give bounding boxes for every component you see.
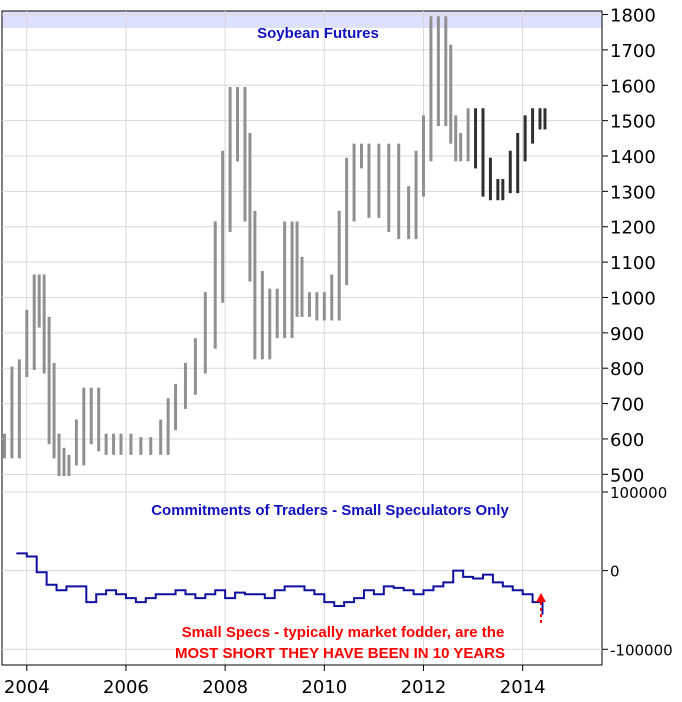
cot-point [283,585,286,588]
price-ytick-label: 1500 [610,112,656,133]
cot-point [125,597,127,599]
price-ytick-label: 1400 [610,147,656,168]
cot-point [392,587,395,589]
cot-point [363,589,365,592]
cot-point [145,597,147,599]
cot-point [343,601,345,603]
cot-point [442,581,445,584]
cot-ytick-label: 0 [610,563,620,581]
x-tick-label: 2010 [301,677,347,698]
cot-line [16,552,544,615]
cot-point [323,601,326,603]
cot-grid [2,491,602,665]
cot-point [184,593,187,596]
cot-point [472,577,474,580]
x-tick-label: 2008 [202,677,248,698]
cot-point [492,581,494,584]
price-ytick-label: 1100 [610,253,656,274]
x-tick-label: 2006 [103,677,149,698]
x-tick-label: 2014 [500,677,546,698]
cot-point [115,593,117,596]
cot-series-line [16,552,544,614]
cot-point [303,589,306,592]
price-panel-highlight-band [2,11,602,28]
cot-point [234,591,236,594]
price-ytick-label: 900 [610,324,644,345]
price-ytick-label: 500 [610,465,644,486]
cot-point [462,576,464,578]
cot-point [224,597,226,599]
cot-point [25,555,28,558]
annotation-line-1: Small Specs - typically market fodder, a… [182,624,505,641]
x-tick-label: 2012 [401,677,447,698]
price-grid [2,11,602,492]
cot-point [432,585,435,588]
cot-point [164,593,167,596]
cot-point [511,589,514,592]
cot-point [16,552,18,555]
cot-point [422,589,425,592]
cot-y-axis: 100000 0 -100000 [602,484,673,659]
price-ytick-label: 700 [610,395,644,416]
cot-point [135,601,137,603]
cot-point [105,589,107,592]
price-ytick-label: 800 [610,359,644,380]
x-axis: 2004 2006 2008 2010 2012 2014 [4,665,546,698]
cot-point [531,601,534,603]
cot-point [482,573,484,576]
cot-ytick-label: 100000 [610,484,667,502]
cot-point [174,589,177,592]
price-ytick-label: 1600 [610,76,656,97]
price-ytick-label: 1200 [610,218,656,239]
cot-point [273,589,276,592]
cot-point [333,605,336,607]
cot-point [313,593,316,596]
cot-point [521,593,524,596]
price-ytick-label: 1700 [610,41,656,62]
cot-point [154,593,157,596]
price-ytick-label: 600 [610,430,644,451]
cot-point [254,593,256,596]
price-ytick-label: 1800 [610,6,656,27]
cot-point [402,589,405,592]
cot-point [452,569,455,572]
cot-point [45,583,48,586]
x-tick-label: 2004 [4,677,50,698]
cot-point [214,589,217,592]
price-bars [2,16,547,477]
price-ytick-label: 1000 [610,288,656,309]
cot-point [353,597,355,599]
cot-point [541,613,544,615]
cot-point [194,597,197,599]
price-y-axis: 500 600 700 800 900 1000 1100 1200 1300 1400 1500 1… [602,6,656,486]
cot-point [373,593,375,596]
cot-point [65,585,68,588]
cot-point [412,593,415,596]
cot-point [55,589,58,592]
cot-point [85,601,88,603]
cot-point [264,597,266,599]
price-chart-title: Soybean Futures [257,25,379,42]
cot-point [293,585,296,588]
cot-point [95,593,98,596]
cot-point [204,593,207,596]
cot-point [502,585,504,588]
cot-chart-title: Commitments of Traders - Small Speculato… [151,502,509,519]
annotation-arrow-head [536,593,546,602]
cot-point [75,585,78,588]
cot-point [383,585,385,588]
cot-point [244,593,246,596]
cot-ytick-label: -100000 [610,641,673,659]
cot-point [35,571,38,574]
annotation-line-2: MOST SHORT THEY HAVE BEEN IN 10 YEARS [175,645,505,662]
price-ytick-label: 1300 [610,182,656,203]
